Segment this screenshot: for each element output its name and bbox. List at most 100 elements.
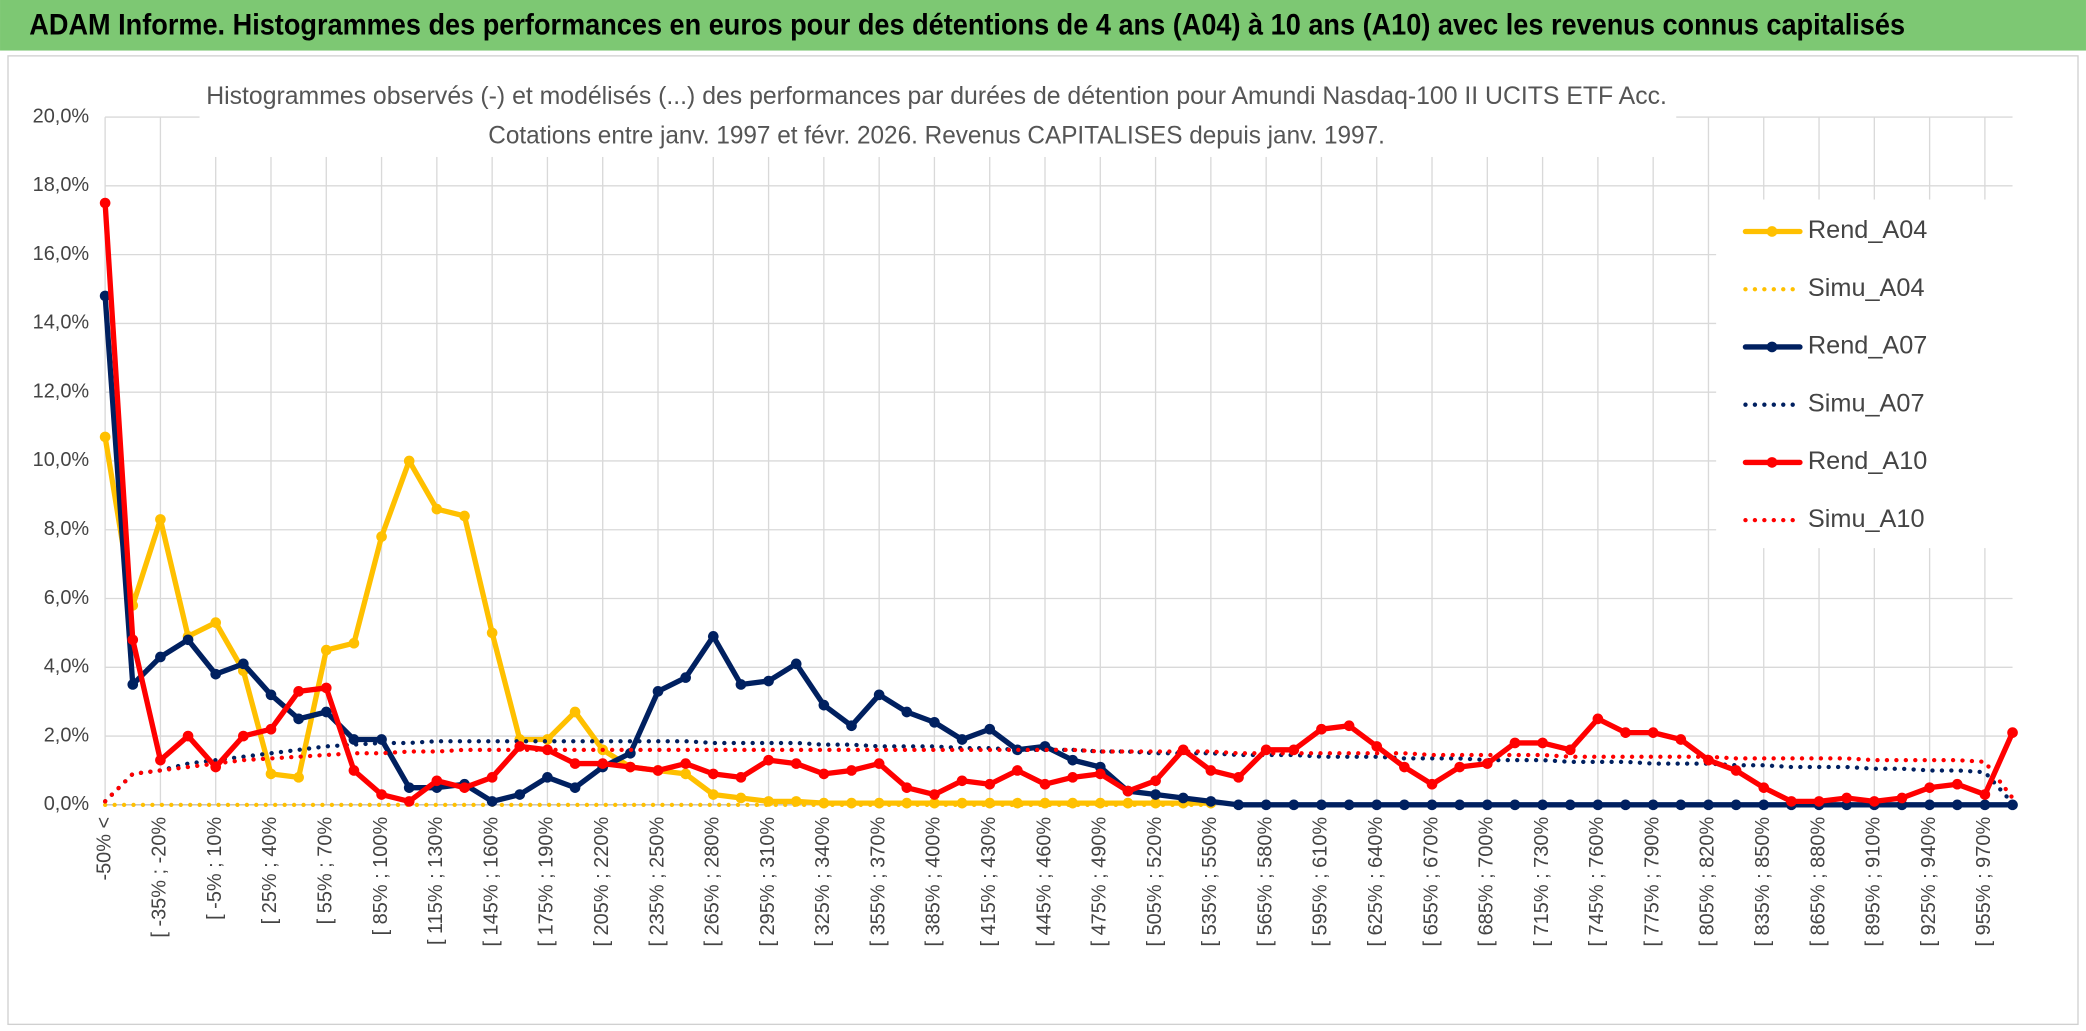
point [238,730,249,742]
x-tick-label: [ 355% ; 370% [867,817,889,947]
x-tick-label: [ 235% ; 250% [646,817,668,947]
x-tick-label: [ 565% ; 580% [1254,817,1276,947]
y-tick-label: 6,0% [44,587,90,609]
point [514,789,526,800]
point [707,631,719,642]
chart-frame [7,55,2079,1026]
point [1564,744,1576,756]
point [1841,792,1852,804]
point [846,765,857,776]
x-tick-label: [ 55% ; 70% [315,817,337,925]
point [265,723,277,735]
point [1481,799,1493,811]
point [1951,778,1963,790]
legend-label: Simu_A10 [1808,505,1925,533]
x-tick-label: -50% < [93,817,115,881]
x-tick-label: [ 925% ; 940% [1918,817,1940,947]
point [680,768,691,780]
x-tick-label: [ 775% ; 790% [1641,817,1663,947]
point [735,772,747,783]
x-tick-label: [ 865% ; 880% [1807,817,1829,947]
point [707,768,719,780]
x-tick-label: [ 835% ; 850% [1752,817,1774,947]
point [99,431,111,443]
point [929,716,940,728]
point [652,765,664,776]
y-tick-label: 14,0% [33,312,90,334]
point [818,699,830,711]
point [1316,723,1327,735]
legend-marker [1766,457,1778,468]
point [376,531,387,542]
point [403,455,415,467]
x-tick-label: [ 295% ; 310% [757,817,779,947]
header-title: ADAM Informe. Histogrammes des performan… [29,9,1905,41]
x-tick-label: [ 655% ; 670% [1420,817,1442,947]
point [265,689,277,701]
point [652,686,664,697]
x-tick-label: [ 805% ; 820% [1697,817,1719,947]
point [1316,799,1327,811]
y-tick-label: 18,0% [33,174,90,196]
point [238,658,249,670]
x-tick-label: [ 625% ; 640% [1365,817,1387,947]
point [1288,799,1300,811]
legend-label: Rend_A07 [1808,332,1927,360]
point [1481,758,1493,769]
x-tick-label: [ 115% ; 130% [425,817,447,945]
point [459,510,470,522]
title-background [199,77,1677,157]
point [625,761,636,773]
point [818,768,830,780]
legend-label: Simu_A07 [1808,389,1925,417]
point [1951,799,1963,811]
point [873,689,885,701]
point [846,720,857,732]
x-tick-label: [ 385% ; 400% [923,817,945,947]
header-banner [0,0,2086,51]
chart-subtitle: Cotations entre janv. 1997 et févr. 2026… [488,122,1385,150]
point [569,758,581,769]
point [127,634,139,646]
y-tick-label: 10,0% [33,449,90,471]
point [1260,799,1272,811]
x-tick-label: [ 745% ; 760% [1586,817,1608,947]
point [348,637,360,649]
point [376,789,387,800]
point [1730,765,1742,776]
point [348,765,360,776]
x-tick-label: [ 955% ; 970% [1973,817,1995,947]
x-tick-label: [ 175% ; 190% [536,817,558,947]
point [127,679,139,690]
point [486,627,498,639]
x-tick-label: [ 505% ; 520% [1144,817,1166,947]
point [182,634,194,646]
point [1924,799,1935,811]
point [210,761,222,773]
chart-title: Histogrammes observés (-) et modélisés (… [206,82,1667,110]
point [1426,778,1438,790]
point [929,789,940,800]
x-tick-label: [ 205% ; 220% [591,817,613,947]
point [680,758,691,769]
point [265,768,277,780]
y-tick-label: 20,0% [33,105,90,127]
point [1399,761,1410,773]
point [1343,799,1355,811]
x-tick-label: [ 25% ; 40% [259,817,281,925]
point [956,775,968,787]
point [956,734,968,745]
point [763,675,774,687]
x-tick-label: [ 685% ; 700% [1476,817,1498,947]
point [1786,796,1797,807]
x-tick-label: [ 325% ; 340% [812,817,834,947]
point [1592,713,1604,725]
legend-label: Rend_A10 [1808,447,1927,475]
x-tick-label: [ 895% ; 910% [1863,817,1885,947]
line [102,200,2016,805]
point [1979,789,1991,800]
point [1039,797,1051,809]
legend-marker [1766,226,1778,237]
x-tick-label: [ 265% ; 280% [702,817,724,947]
point [735,792,747,804]
